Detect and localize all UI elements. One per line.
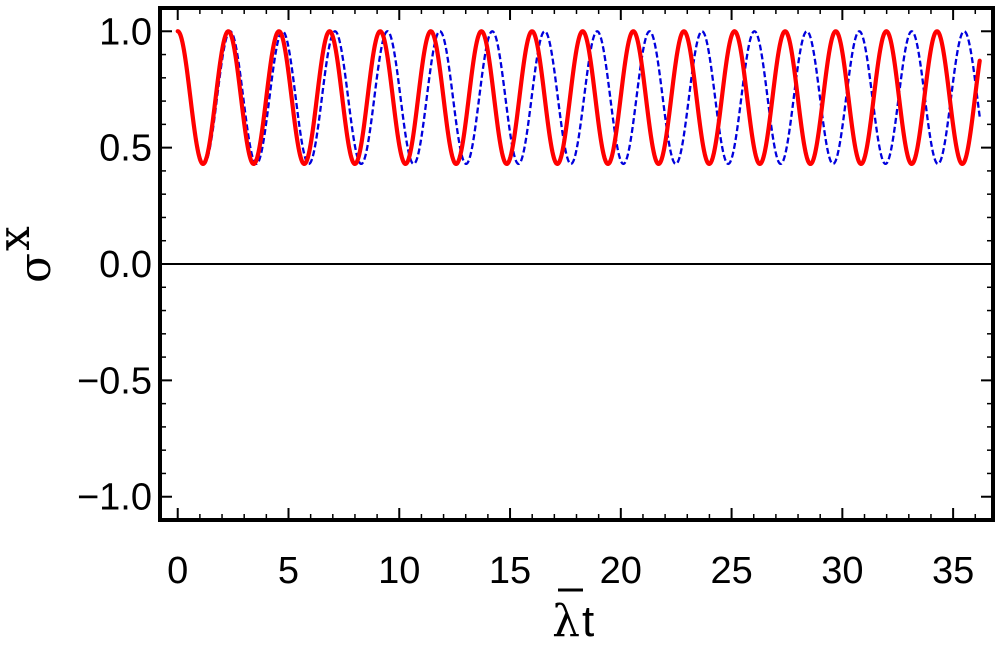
x-tick-label: 20 (600, 550, 642, 592)
x-tick-label: 5 (278, 550, 299, 592)
y-tick-labels: −1.0 −0.5 0.0 0.5 1.0 (77, 11, 152, 518)
x-tick-label: 10 (378, 550, 420, 592)
y-axis-title: σ x (0, 226, 61, 283)
x-tick-label: 15 (489, 550, 531, 592)
y-axis-superscript: x (0, 226, 40, 251)
x-axis-suffix: t (582, 597, 594, 646)
y-tick-label: 0.0 (99, 244, 152, 286)
x-tick-label: 30 (821, 550, 863, 592)
y-tick-label: 0.5 (99, 128, 152, 170)
x-tick-label: 0 (167, 550, 188, 592)
y-tick-label: −0.5 (77, 360, 152, 402)
y-axis-symbol: σ (10, 253, 61, 283)
blue-dashed-series-line (177, 30, 981, 166)
red-solid-series-line (175, 29, 982, 167)
series-group (175, 29, 982, 167)
plot-frame (158, 6, 995, 522)
y-tick-label: 1.0 (99, 11, 152, 53)
y-tick-label: −1.0 (77, 477, 152, 519)
x-tick-label: 35 (932, 550, 974, 592)
x-axis-symbol: λ (552, 596, 580, 647)
x-tick-labels: 0 5 10 15 20 25 30 35 (167, 550, 974, 592)
x-tick-label: 25 (710, 550, 752, 592)
